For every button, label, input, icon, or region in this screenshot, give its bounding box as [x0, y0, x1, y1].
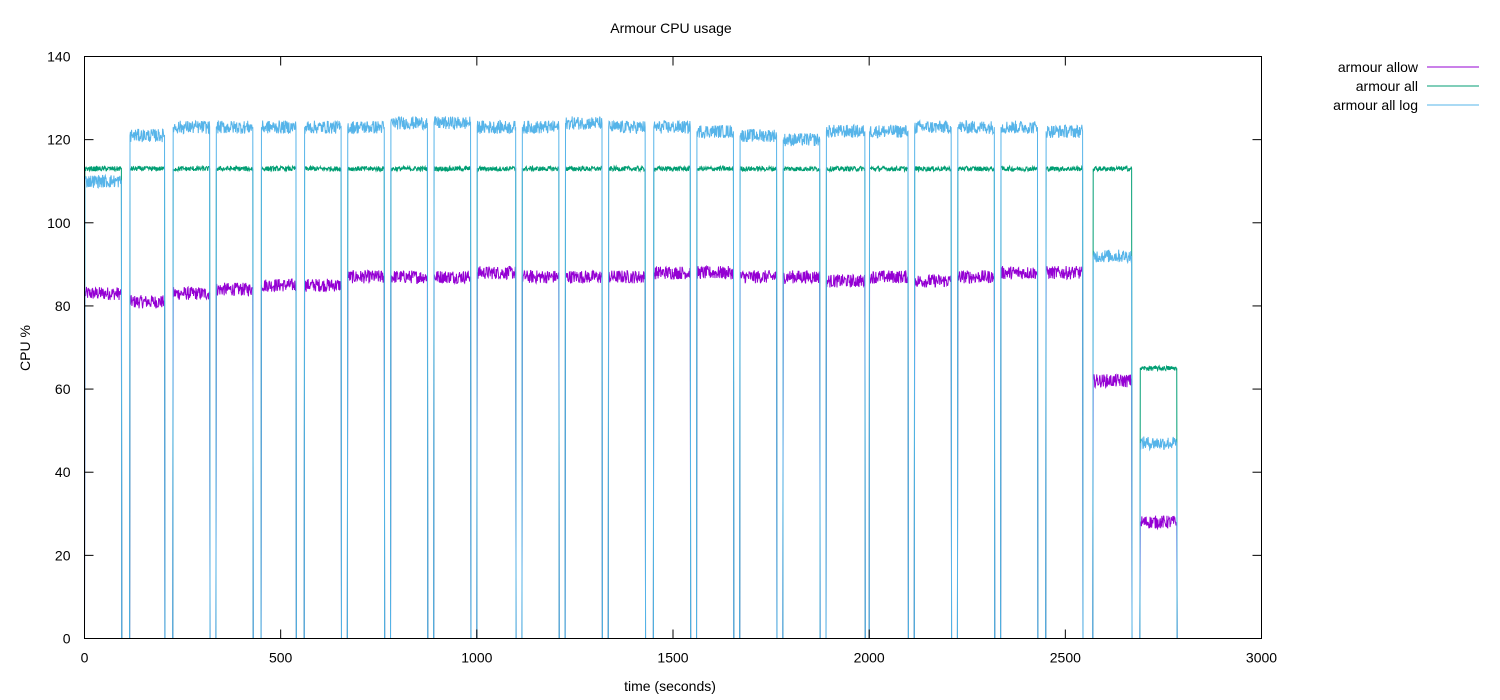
chart-title: Armour CPU usage	[610, 20, 732, 36]
x-tick-label: 1000	[461, 650, 492, 666]
series-line	[84, 264, 1178, 639]
y-tick-label: 20	[55, 547, 71, 563]
x-tick-label: 1500	[657, 650, 688, 666]
series-layer	[84, 116, 1178, 639]
legend-label: armour all log	[1333, 97, 1418, 113]
axis-ticks: 0 20 40 60 80 100 120 140 0 500 1000 1500 2000 2500 30…	[47, 49, 1277, 666]
series-armour-allow	[84, 264, 1178, 639]
y-tick-label: 140	[47, 49, 71, 65]
y-tick-label: 0	[63, 631, 71, 647]
legend-label: armour all	[1356, 78, 1418, 94]
x-axis-label: time (seconds)	[624, 678, 716, 694]
x-tick-label: 500	[269, 650, 293, 666]
legend-label: armour allow	[1338, 59, 1419, 75]
y-tick-label: 60	[55, 381, 71, 397]
plot-frame	[84, 56, 1262, 639]
y-axis-label: CPU %	[17, 325, 33, 371]
y-tick-label: 120	[47, 132, 71, 148]
series-line	[84, 116, 1178, 639]
series-armour-all-log	[84, 116, 1178, 639]
y-tick-label: 100	[47, 215, 71, 231]
x-tick-label: 3000	[1246, 650, 1277, 666]
x-tick-label: 2500	[1050, 650, 1081, 666]
series-armour-all	[84, 164, 1178, 639]
x-tick-label: 2000	[854, 650, 885, 666]
y-tick-label: 80	[55, 298, 71, 314]
y-tick-label: 40	[55, 464, 71, 480]
legend: armour allow armour all armour all log	[1333, 59, 1479, 113]
series-line	[84, 164, 1178, 639]
x-tick-label: 0	[81, 650, 89, 666]
